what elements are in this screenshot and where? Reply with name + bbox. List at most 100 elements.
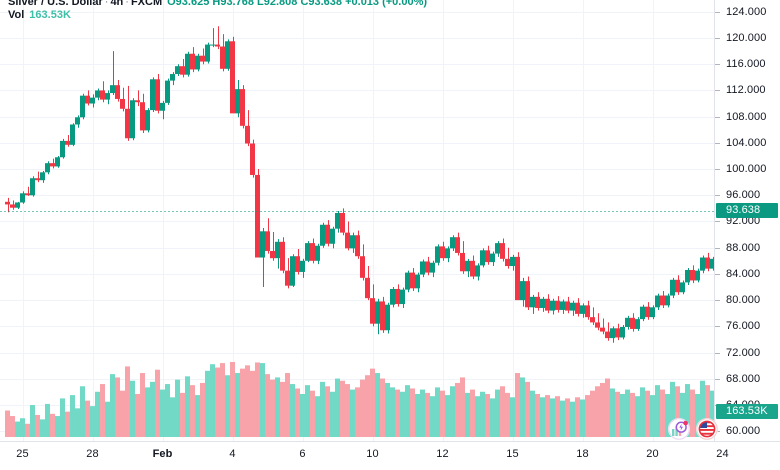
candlestick [470, 260, 475, 277]
volume-bar [600, 382, 605, 437]
candlestick [215, 44, 220, 47]
candlestick [285, 270, 290, 286]
volume-bar [260, 363, 265, 437]
volume-bar [485, 393, 490, 437]
time-tick: Feb [152, 448, 173, 460]
candlestick [125, 108, 130, 139]
volume-bar [470, 389, 475, 437]
volume-bar [595, 386, 600, 437]
candlestick [610, 328, 615, 339]
volume-bar [240, 368, 245, 437]
volume-bar [30, 405, 35, 437]
time-axis[interactable]: 2528Feb4610121518202426Mar [0, 441, 780, 470]
candlestick [60, 140, 65, 158]
candlestick [710, 258, 714, 269]
volume-bar [190, 385, 195, 437]
volume-bar [355, 387, 360, 437]
candlestick [485, 250, 490, 263]
volume-bar [175, 379, 180, 437]
volume-bar [570, 401, 575, 437]
volume-bar [565, 398, 570, 437]
price-tick: 116.000 [715, 57, 780, 71]
candlestick [605, 331, 610, 339]
candlestick [665, 295, 670, 306]
price-tick: 92.000 [715, 214, 780, 228]
volume-bar [695, 393, 700, 437]
volume-bar [495, 389, 500, 437]
candlestick [385, 304, 390, 331]
time-tick: 20 [646, 448, 659, 460]
candlestick [420, 261, 425, 275]
volume-bar [160, 389, 165, 437]
volume-bar [585, 395, 590, 437]
volume-bar [215, 367, 220, 437]
chart-plot-area[interactable] [0, 0, 714, 441]
current-price-badge: 93.638 [716, 203, 778, 219]
volume-bar [250, 370, 255, 437]
volume-bar [320, 381, 325, 437]
candlestick [155, 79, 160, 111]
candlestick [475, 265, 480, 277]
price-axis[interactable]: 124.000 120.000 116.000 112.000 108.000 104.0… [714, 0, 780, 441]
volume-bar [255, 362, 260, 437]
volume-bar [650, 395, 655, 437]
volume-bar [515, 373, 520, 437]
time-tick: 12 [436, 448, 449, 460]
volume-bar [220, 363, 225, 437]
volume-bar [605, 378, 610, 437]
volume-bar [395, 389, 400, 437]
candlestick [450, 237, 455, 249]
candlestick [245, 125, 250, 144]
volume-bar [370, 368, 375, 437]
candlestick [655, 295, 660, 308]
candlestick [550, 300, 555, 311]
volume-bar [180, 392, 185, 437]
speed-boost-icon[interactable] [668, 418, 690, 440]
price-tick: 88.000 [715, 241, 780, 255]
time-tick: 24 [716, 448, 729, 460]
candlestick [565, 301, 570, 311]
candlestick [135, 100, 140, 103]
volume-bar [365, 375, 370, 437]
volume-bar [550, 398, 555, 437]
volume-bar [465, 392, 470, 437]
volume-bar [265, 374, 270, 437]
candlestick [395, 288, 400, 305]
volume-bar [65, 411, 70, 437]
candlestick [490, 253, 495, 263]
candlestick [545, 298, 550, 311]
candlestick [250, 143, 255, 175]
candlestick [540, 298, 545, 308]
volume-bar [35, 414, 40, 437]
candlestick [115, 85, 120, 99]
volume-bar [500, 386, 505, 437]
candlestick [590, 317, 595, 323]
price-tick: 120.000 [715, 31, 780, 45]
volume-bar [270, 379, 275, 437]
volume-bar [670, 381, 675, 437]
candlestick [535, 296, 540, 308]
volume-bar [480, 391, 485, 437]
volume-bar [25, 423, 30, 437]
volume-bar [350, 389, 355, 437]
candlestick [560, 301, 565, 310]
corner-icon-group [668, 418, 718, 440]
candlestick [355, 235, 360, 257]
candlestick [530, 296, 535, 308]
volume-bar [110, 374, 115, 437]
candlestick [410, 272, 415, 289]
candlestick [25, 193, 30, 196]
volume-bar [235, 373, 240, 437]
candlestick [140, 102, 145, 131]
time-tick: 25 [16, 448, 29, 460]
volume-bar [85, 400, 90, 437]
candlestick [50, 163, 55, 167]
candlestick [5, 201, 10, 205]
candlestick [210, 44, 215, 46]
us-flag-icon[interactable] [696, 418, 718, 440]
candlestick [400, 289, 405, 305]
candlestick [35, 178, 40, 181]
candlestick [500, 243, 505, 259]
candlestick [595, 322, 600, 328]
volume-bar [675, 386, 680, 437]
